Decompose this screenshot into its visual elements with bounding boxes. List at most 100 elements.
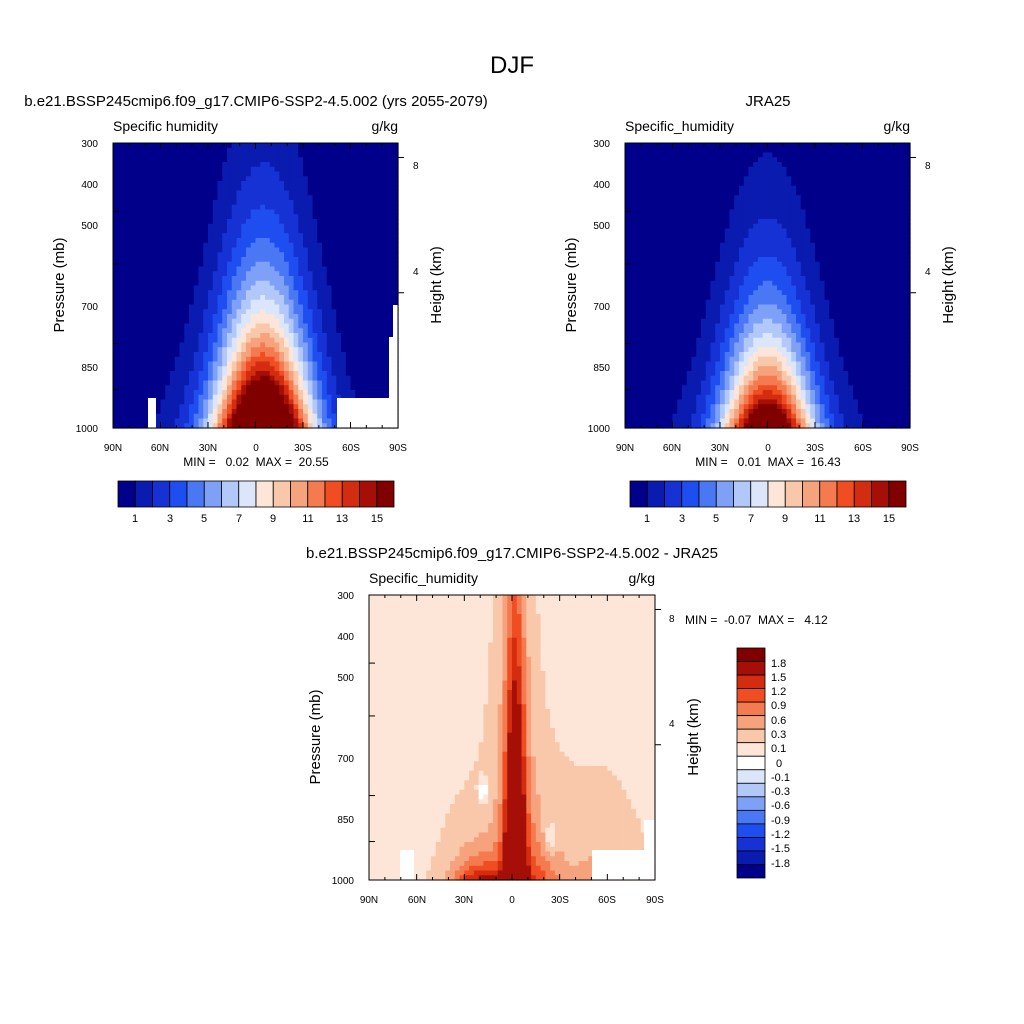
field-cell: [136, 337, 143, 344]
field-cell: [136, 418, 143, 424]
field-cell: [345, 257, 352, 263]
field-cell: [691, 238, 697, 244]
field-cell: [326, 328, 333, 334]
field-cell: [388, 247, 394, 253]
field-cell: [341, 185, 347, 192]
field-cell: [170, 200, 176, 206]
field-cell: [715, 147, 721, 154]
field-cell: [246, 314, 252, 320]
field-cell: [369, 223, 375, 230]
field-cell: [227, 394, 233, 401]
field-cell: [132, 276, 138, 282]
field-cell: [810, 162, 816, 168]
field-cell: [322, 280, 328, 287]
field-cell: [265, 314, 271, 320]
field-cell: [891, 181, 897, 187]
field-cell: [284, 147, 290, 154]
field-cell: [165, 233, 171, 239]
field-cell: [260, 266, 266, 272]
field-cell: [682, 238, 688, 244]
field-cell: [269, 252, 276, 258]
field-cell: [265, 380, 271, 386]
field-cell: [388, 242, 394, 249]
field-cell: [170, 162, 176, 168]
field-cell: [829, 228, 835, 234]
field-cell: [160, 219, 166, 225]
field-cell: [170, 394, 176, 401]
field-cell: [653, 223, 659, 230]
field-cell: [189, 228, 195, 234]
field-cell: [829, 204, 835, 211]
field-cell: [179, 404, 185, 410]
field-cell: [326, 366, 333, 372]
field-cell: [208, 423, 214, 429]
field-cell: [881, 190, 887, 196]
field-cell: [355, 318, 361, 325]
field-cell: [217, 252, 223, 258]
field-cell: [146, 352, 152, 358]
field-cell: [203, 290, 209, 296]
field-cell: [265, 276, 271, 282]
field-cell: [307, 266, 314, 272]
field-cell: [307, 394, 314, 401]
field-cell: [667, 223, 674, 230]
field-cell: [653, 238, 659, 244]
field-cell: [132, 380, 138, 386]
field-cell: [767, 242, 773, 249]
field-cell: [212, 176, 219, 182]
field-cell: [724, 157, 731, 163]
field-cell: [326, 219, 333, 225]
field-cell: [364, 171, 371, 177]
field-cell: [691, 228, 697, 234]
field-cell: [686, 162, 693, 168]
field-cell: [810, 143, 816, 149]
field-cell: [117, 223, 124, 230]
field-cell: [250, 390, 257, 396]
field-cell: [350, 257, 356, 263]
field-cell: [117, 242, 124, 249]
field-cell: [189, 176, 195, 182]
colorbar-swatch: [221, 480, 240, 508]
field-cell: [345, 238, 352, 244]
field-cell: [132, 257, 138, 263]
field-cell: [777, 176, 783, 182]
field-cell: [648, 209, 655, 215]
field-cell: [317, 295, 323, 301]
field-cell: [227, 333, 233, 339]
field-cell: [189, 257, 195, 263]
field-cell: [174, 295, 181, 301]
field-cell: [241, 143, 247, 149]
field-cell: [165, 271, 171, 277]
field-cell: [876, 209, 883, 215]
field-cell: [260, 214, 266, 220]
field-cell: [317, 276, 323, 282]
field-cell: [303, 347, 309, 353]
field-cell: [127, 266, 133, 272]
field-cell: [743, 143, 750, 149]
field-cell: [345, 162, 352, 168]
field-cell: [165, 375, 171, 382]
field-cell: [781, 143, 788, 149]
field-cell: [236, 385, 242, 391]
field-cell: [355, 285, 361, 291]
field-cell: [317, 352, 323, 358]
field-cell: [734, 171, 740, 177]
field-cell: [307, 290, 314, 296]
field-cell: [127, 185, 133, 192]
field-cell: [298, 214, 304, 220]
field-cell: [236, 257, 242, 263]
field-cell: [696, 200, 702, 206]
field-cell: [208, 356, 214, 363]
field-cell: [677, 228, 683, 234]
field-cell: [227, 356, 233, 363]
field-cell: [383, 285, 390, 291]
field-cell: [341, 143, 347, 149]
field-cell: [241, 242, 247, 249]
field-cell: [151, 323, 157, 329]
field-cell: [231, 233, 238, 239]
field-cell: [374, 328, 380, 334]
field-cell: [796, 181, 802, 187]
field-cell: [246, 143, 252, 149]
field-cell: [677, 166, 683, 173]
field-cell: [260, 171, 266, 177]
